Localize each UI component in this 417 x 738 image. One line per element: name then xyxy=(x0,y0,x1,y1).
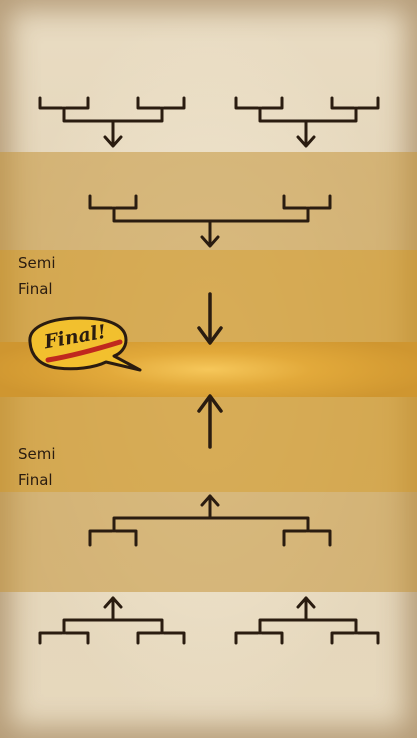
semifinal-label-top-line1: Semi xyxy=(18,254,56,272)
semi-arrow-bottom xyxy=(197,394,223,449)
semifinal-label-bottom-line1: Semi xyxy=(18,445,56,463)
semifinal-label-bottom: Semi Final xyxy=(18,441,88,493)
bracket-top-left-group xyxy=(38,96,186,148)
semifinal-label-top-line2: Final xyxy=(18,280,53,298)
bracket-top-quarter xyxy=(88,194,332,248)
bracket-bottom-right-group xyxy=(234,596,380,645)
semifinal-label-bottom-line2: Final xyxy=(18,471,53,489)
final-speech-bubble-icon xyxy=(28,316,142,372)
bracket-bottom-left-group xyxy=(38,596,186,645)
bracket-top-right-group xyxy=(234,96,380,148)
semi-arrow-top xyxy=(197,292,223,345)
bracket-bottom-quarter xyxy=(88,494,332,547)
semifinal-label-top: Semi Final xyxy=(18,250,88,302)
